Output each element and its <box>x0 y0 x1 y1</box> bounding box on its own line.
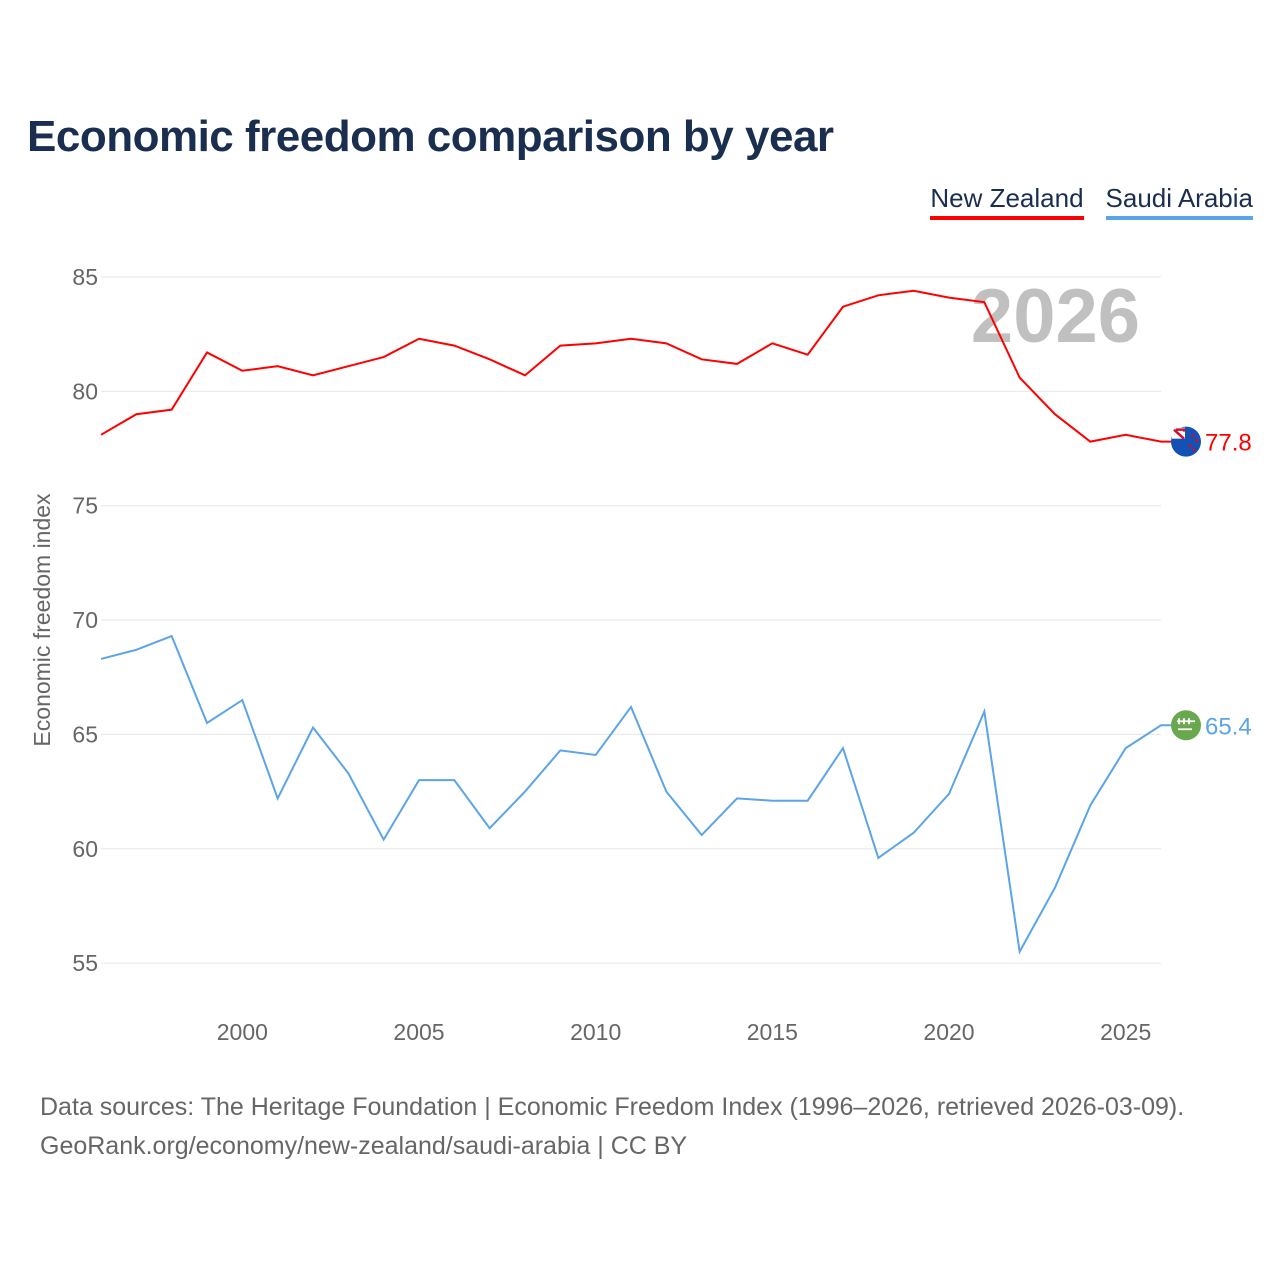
x-tick-label: 2000 <box>217 1019 268 1045</box>
x-tick-label: 2010 <box>570 1019 621 1045</box>
end-value-label: 65.4 <box>1205 713 1252 740</box>
y-tick-label: 55 <box>72 950 98 976</box>
y-tick-label: 70 <box>72 607 98 633</box>
saudi-arabia-flag-icon <box>1171 710 1201 741</box>
source-line-1: Data sources: The Heritage Foundation | … <box>40 1093 1185 1121</box>
new-zealand-flag-icon <box>1171 426 1201 457</box>
legend-new-zealand[interactable]: New Zealand <box>930 183 1084 220</box>
y-tick-label: 80 <box>72 378 98 404</box>
legend-saudi-arabia[interactable]: Saudi Arabia <box>1105 183 1253 220</box>
line-chart: 2026 55 60 65 70 75 80 85 2000 2005 2010 2015 2020 2… <box>29 264 1252 1045</box>
year-watermark: 2026 <box>971 274 1140 359</box>
series-line-new-zealand <box>100 289 1186 443</box>
x-tick-label: 2015 <box>747 1019 798 1045</box>
chart-title: Economic freedom comparison by year <box>27 112 834 161</box>
x-tick-label: 2025 <box>1100 1019 1151 1045</box>
source-line-2: GeoRank.org/economy/new-zealand/saudi-ar… <box>40 1132 688 1160</box>
y-tick-label: 75 <box>72 493 98 519</box>
source-note: Data sources: The Heritage Foundation | … <box>40 1088 1184 1166</box>
x-tick-label: 2005 <box>393 1019 444 1045</box>
x-tick-label: 2020 <box>923 1019 974 1045</box>
y-tick-label: 60 <box>72 836 98 862</box>
end-value-label: 77.8 <box>1205 430 1252 457</box>
y-tick-label: 85 <box>72 264 98 290</box>
legend: New Zealand Saudi Arabia <box>930 183 1253 220</box>
y-tick-label: 65 <box>72 721 98 747</box>
series-line-saudi-arabia <box>100 634 1186 955</box>
y-axis-label: Economic freedom index <box>29 493 55 747</box>
